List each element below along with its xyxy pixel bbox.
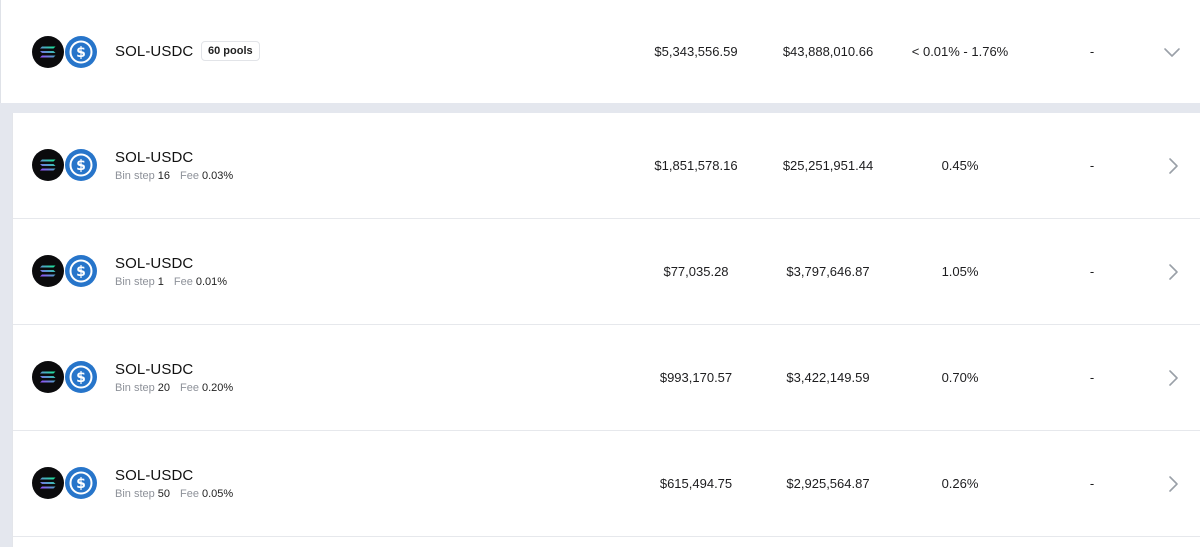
pool-row[interactable]: $ SOL-USDC Bin step 16 Fee 0.03% $1,851,578…	[13, 113, 1200, 219]
svg-text:$: $	[76, 264, 86, 280]
fee-label: Fee	[173, 276, 193, 288]
token-pair-icons: $	[32, 36, 100, 68]
pools-count-badge: 60 pools	[201, 41, 260, 61]
bin-step-value: 20	[157, 382, 170, 394]
fee-tvl-value: 0.26%	[941, 476, 979, 491]
bin-step-label: Bin step	[115, 276, 155, 288]
pool-params: Bin step 20 Fee 0.20%	[115, 382, 233, 394]
solana-icon	[32, 36, 64, 68]
token-pair-icons: $	[32, 255, 100, 287]
extra-value: -	[1089, 44, 1095, 59]
pool-row[interactable]: $ SOL-USDC Bin step 1 Fee 0.01% $77,035.28 …	[13, 219, 1200, 325]
fee-value: 0.20%	[201, 382, 234, 394]
liquidity-value: $1,851,578.16	[654, 158, 738, 173]
chevron-right-icon[interactable]	[1164, 263, 1182, 281]
pair-name: SOL-USDC	[115, 149, 194, 166]
fee-value: 0.05%	[201, 488, 234, 500]
pair-name: SOL-USDC	[115, 43, 194, 60]
liquidity-value: $77,035.28	[663, 264, 729, 279]
fee-value: 0.01%	[195, 276, 228, 288]
volume-value: $43,888,010.66	[782, 44, 874, 59]
solana-icon	[32, 255, 64, 287]
chevron-right-icon[interactable]	[1164, 157, 1182, 175]
svg-text:$: $	[76, 370, 86, 386]
volume-value: $2,925,564.87	[786, 476, 870, 491]
solana-icon	[32, 149, 64, 181]
token-pair-icons: $	[32, 467, 100, 499]
svg-text:$: $	[76, 158, 86, 174]
token-pair-icons: $	[32, 149, 100, 181]
volume-value: $3,422,149.59	[786, 370, 870, 385]
usdc-icon: $	[65, 36, 97, 68]
fee-tvl-value: 0.45%	[941, 158, 979, 173]
token-pair-icons: $	[32, 361, 100, 393]
bin-step-value: 1	[157, 276, 164, 288]
pair-name: SOL-USDC	[115, 361, 194, 378]
solana-icon	[32, 361, 64, 393]
fee-label: Fee	[180, 382, 199, 394]
bin-step-label: Bin step	[115, 170, 155, 182]
bin-step-label: Bin step	[115, 382, 155, 394]
fee-label: Fee	[180, 488, 199, 500]
svg-text:$: $	[76, 476, 86, 492]
pool-group-header[interactable]: $ SOL-USDC 60 pools $5,343,556.59 $43,88…	[0, 0, 1200, 103]
chevron-right-icon[interactable]	[1164, 475, 1182, 493]
fee-label: Fee	[180, 170, 199, 182]
solana-icon	[32, 467, 64, 499]
bin-step-value: 16	[157, 170, 170, 182]
bin-step-value: 50	[157, 488, 170, 500]
pool-row[interactable]: $ SOL-USDC Bin step 20 Fee 0.20% $993,170.5…	[13, 325, 1200, 431]
fee-value: 0.03%	[201, 170, 234, 182]
extra-value: -	[1089, 370, 1095, 385]
volume-value: $3,797,646.87	[786, 264, 870, 279]
usdc-icon: $	[65, 361, 97, 393]
chevron-right-icon[interactable]	[1164, 369, 1182, 387]
volume-value: $25,251,951.44	[782, 158, 874, 173]
extra-value: -	[1089, 158, 1095, 173]
pool-params: Bin step 16 Fee 0.03%	[115, 170, 233, 182]
liquidity-value: $5,343,556.59	[654, 44, 738, 59]
bin-step-label: Bin step	[115, 488, 155, 500]
extra-value: -	[1089, 264, 1095, 279]
pool-params: Bin step 50 Fee 0.05%	[115, 488, 233, 500]
pair-name: SOL-USDC	[115, 467, 194, 484]
pool-params: Bin step 1 Fee 0.01%	[115, 276, 227, 288]
usdc-icon: $	[65, 467, 97, 499]
pair-name: SOL-USDC	[115, 255, 194, 272]
usdc-icon: $	[65, 149, 97, 181]
pool-row[interactable]: $ SOL-USDC Bin step 50 Fee 0.05% $615,494.7…	[13, 431, 1200, 537]
extra-value: -	[1089, 476, 1095, 491]
liquidity-value: $993,170.57	[659, 370, 733, 385]
fee-tvl-value: 0.70%	[941, 370, 979, 385]
liquidity-value: $615,494.75	[659, 476, 733, 491]
pool-list: $ SOL-USDC Bin step 16 Fee 0.03% $1,851,578…	[12, 113, 1200, 547]
svg-text:$: $	[76, 45, 86, 61]
fee-tvl-value: 1.05%	[941, 264, 979, 279]
usdc-icon: $	[65, 255, 97, 287]
chevron-down-icon[interactable]	[1163, 43, 1181, 61]
fee-range-value: < 0.01% - 1.76%	[911, 44, 1009, 59]
